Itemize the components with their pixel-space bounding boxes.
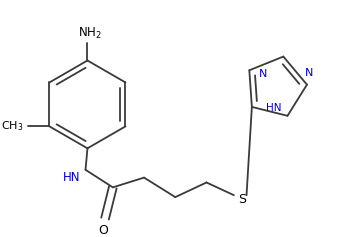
Text: N: N — [259, 69, 267, 79]
Text: HN: HN — [63, 171, 81, 184]
Text: S: S — [238, 193, 246, 205]
Text: N: N — [305, 68, 313, 78]
Text: HN: HN — [266, 103, 281, 113]
Text: NH$_2$: NH$_2$ — [77, 26, 101, 41]
Text: O: O — [98, 224, 108, 237]
Text: CH$_3$: CH$_3$ — [1, 119, 24, 133]
